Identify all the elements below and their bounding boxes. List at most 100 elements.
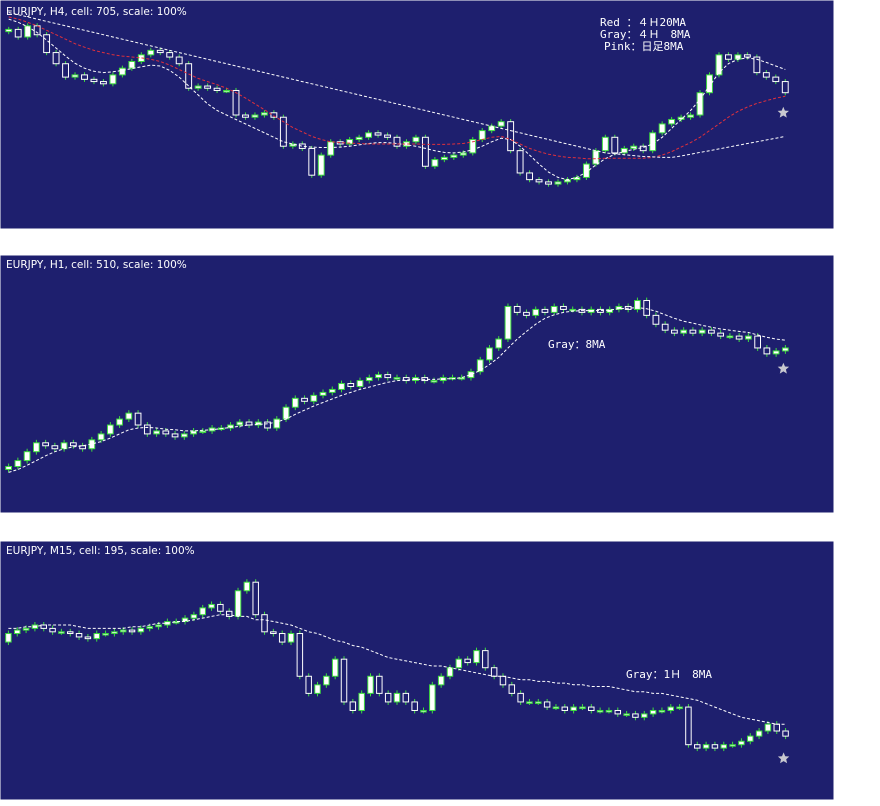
- bear-candle: [614, 709, 622, 715]
- bear-candle: [374, 132, 382, 136]
- h1-legend-gray: Gray：8MA: [548, 338, 606, 351]
- bull-candle: [459, 152, 467, 156]
- bull-candle: [726, 335, 734, 339]
- bull-candle: [236, 421, 244, 426]
- bear-candle: [264, 421, 271, 429]
- bear-candle: [204, 85, 212, 89]
- bull-candle: [71, 74, 79, 78]
- bull-candle: [596, 709, 604, 713]
- bull-candle: [119, 629, 127, 633]
- bear-candle: [661, 323, 669, 331]
- y-tick-label: 100.470: [841, 275, 880, 286]
- x-tick-label: 18 1 08:00: [201, 517, 255, 528]
- bull-candle: [706, 74, 713, 94]
- bear-candle: [526, 172, 534, 181]
- bear-candle: [708, 329, 715, 334]
- bear-candle: [66, 631, 74, 635]
- bear-candle: [632, 713, 639, 718]
- bull-candle: [393, 692, 401, 703]
- bull-candle: [208, 603, 215, 609]
- bull-candle: [592, 150, 600, 165]
- bull-candle: [338, 383, 345, 390]
- bull-candle: [106, 424, 114, 435]
- bull-candle: [291, 397, 299, 408]
- x-tick-label: 2 1 12:00: [70, 235, 118, 246]
- bull-candle: [630, 145, 638, 149]
- bear-candle: [84, 636, 92, 640]
- bull-candle: [702, 744, 710, 749]
- bull-candle: [668, 118, 676, 125]
- bull-candle: [5, 28, 13, 33]
- bull-candle: [199, 430, 207, 433]
- h4-chart-panel: [0, 0, 835, 230]
- x-tick-label: 19 1 00:00: [329, 517, 383, 528]
- bull-candle: [223, 89, 230, 93]
- y-tick-label: 98.700: [841, 111, 876, 122]
- bear-candle: [762, 72, 770, 78]
- x-tick-label: 21 1 00:00: [714, 517, 768, 528]
- x-tick-label: 13 1 20:00: [520, 235, 574, 246]
- m15-chart-title: EURJPY, M15, cell: 195, scale: 100%: [6, 545, 195, 557]
- bear-candle: [464, 658, 471, 664]
- bull-candle: [254, 421, 262, 426]
- bull-candle: [601, 136, 609, 152]
- bear-candle: [305, 675, 312, 694]
- star-marker: [777, 106, 789, 118]
- y-tick-label: 100.815: [841, 17, 880, 28]
- bear-candle: [349, 701, 357, 711]
- bear-candle: [499, 675, 507, 686]
- x-tick-label: 17 1 16:00: [72, 517, 126, 528]
- bull-candle: [620, 147, 628, 154]
- y-tick-label: 100.110: [841, 48, 880, 59]
- h4-chart-title: EURJPY, H4, cell: 705, scale: 100%: [6, 6, 187, 18]
- y-tick-label: 99.450: [841, 335, 876, 346]
- bear-candle: [643, 300, 651, 316]
- bull-candle: [437, 675, 445, 686]
- bear-candle: [517, 692, 524, 703]
- bear-candle: [270, 631, 277, 635]
- bull-candle: [420, 709, 427, 713]
- bull-candle: [782, 347, 789, 352]
- bear-candle: [763, 347, 771, 355]
- bear-candle: [62, 63, 69, 78]
- bear-candle: [543, 701, 551, 708]
- x-tick-label: 5 1 04:00: [199, 235, 247, 246]
- bull-candle: [323, 675, 330, 686]
- y-tick-label: 100.035: [841, 615, 880, 626]
- bear-candle: [340, 658, 348, 703]
- h4-legend-pink: Pink：日足8MA: [604, 40, 684, 53]
- bull-candle: [310, 394, 318, 402]
- bear-candle: [611, 136, 619, 154]
- y-tick-label: 97.995: [841, 142, 876, 153]
- bull-candle: [495, 338, 503, 349]
- bear-candle: [143, 424, 151, 435]
- x-tick-label: 12 1 12:00: [455, 235, 509, 246]
- bull-candle: [190, 430, 197, 435]
- bull-candle: [180, 433, 188, 438]
- y-tick-label: 97.290: [841, 174, 876, 185]
- bull-candle: [570, 706, 577, 711]
- x-tick-label: 20 1 00:00: [522, 517, 576, 528]
- bull-candle: [331, 658, 339, 677]
- bull-candle: [772, 350, 780, 355]
- h1-chart-title: EURJPY, H1, cell: 510, scale: 100%: [6, 259, 187, 271]
- y-tick-label: 100.425: [841, 548, 880, 559]
- bull-candle: [497, 121, 505, 127]
- bear-candle: [782, 730, 789, 737]
- bull-candle: [358, 692, 365, 711]
- bear-candle: [185, 63, 193, 89]
- bear-candle: [753, 56, 761, 74]
- y-tick-label: 100.230: [841, 582, 880, 593]
- bull-candle: [328, 388, 336, 393]
- bull-candle: [155, 624, 162, 628]
- bear-candle: [725, 54, 732, 60]
- bear-candle: [711, 744, 719, 749]
- gray-ma-line: [8, 307, 786, 473]
- bull-candle: [715, 54, 723, 76]
- bear-candle: [79, 445, 86, 450]
- x-tick-label: 18 1 12:00: [648, 235, 702, 246]
- bull-candle: [623, 713, 630, 716]
- y-tick-label: 99.450: [841, 715, 876, 726]
- bull-candle: [227, 424, 234, 429]
